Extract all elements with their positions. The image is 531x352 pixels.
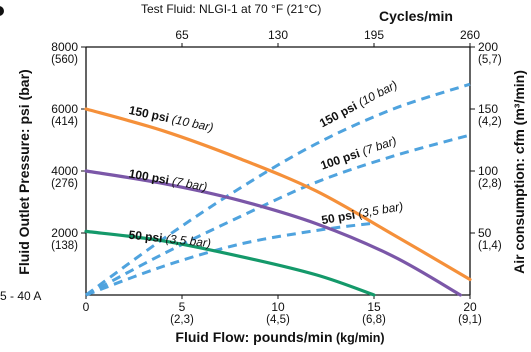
x-tick-sublabel: (6,8) [362,314,386,326]
y-left-tick-sublabel: (138) [51,240,78,252]
air-label-0-unit: (10 bar) [353,77,400,111]
air-label-2-pressure: 50 psi [320,208,356,228]
y-left-tick-sublabel: (560) [51,54,78,66]
cycles-tick-label: 195 [364,28,384,42]
pressure-label-1: 100 psi (7 bar) [128,166,209,194]
y-left-tick-label: 8000 [51,40,78,54]
cycles-tick-label: 65 [175,28,189,42]
x-axis-title-unit: (kg/min) [333,331,385,345]
air-label-1-pressure: 100 psi [319,146,362,172]
corner-label: 5 - 40 A [0,289,41,303]
pressure-label-2-unit: (3,5 bar) [162,231,212,250]
y-right-tick-sublabel: (4,2) [478,116,502,128]
pressure-label-1-pressure: 100 psi [128,166,171,187]
y-right-tick-label: 150 [478,102,498,116]
y-right-tick-sublabel: (5,7) [478,54,502,66]
bullet-dot [0,6,4,16]
pressure-label-2-pressure: 50 psi [128,228,163,245]
axis-ticks: 0 5(2,3)10(4,5)15(6,8)20(9,1)65 130 195 2602… [51,28,502,326]
y-right-tick-label: 100 [478,164,498,178]
x-tick-sublabel: (9,1) [458,314,482,326]
pressure-label-0: 150 psi (10 bar) [128,103,215,135]
cycles-tick-label: 260 [460,28,480,42]
pressure-label-2: 50 psi (3,5 bar) [128,228,212,251]
fluid-pressure-line-1 [84,169,462,297]
y-left-axis-title: Fluid Outlet Pressure: psi (bar) [16,69,32,274]
x-tick-sublabel: (2,3) [170,314,194,326]
fluid-pressure-line-2 [84,229,376,297]
air-consumption-line-0 [85,82,471,297]
x-tick-sublabel: (4,5) [266,314,290,326]
y-right-tick-sublabel: (1,4) [478,240,502,252]
pressure-label-0-unit: (10 bar) [167,111,214,134]
x-axis-title-main: Fluid Flow: pounds/min [175,329,332,345]
air-consumption-line-2 [85,221,375,297]
series-lines [84,82,472,297]
y-left-tick-label: 2000 [51,226,78,240]
y-left-tick-label: 4000 [51,164,78,178]
y-right-tick-label: 200 [478,40,498,54]
y-right-tick-sublabel: (2,8) [478,178,502,190]
top-note: Test Fluid: NLGI-1 at 70 °F (21°C) [141,2,321,16]
y-left-tick-sublabel: (276) [51,178,78,190]
x-tick-label: 5 [179,300,186,314]
y-right-tick-label: 50 [478,226,492,240]
x-tick-label: 10 [271,300,285,314]
air-label-2-unit: (3,5 bar) [354,199,404,221]
air-consumption-line-1 [85,133,471,297]
x-axis-title: Fluid Flow: pounds/min (kg/min) [175,329,384,345]
x-tick-label: 15 [367,300,381,314]
cycles-axis-title: Cycles/min [379,8,453,24]
x-tick-label: 20 [463,300,477,314]
x-tick-label: 0 [83,300,90,314]
y-right-axis-title: Air consumption: cfm (m³/min) [511,70,527,274]
y-left-tick-label: 6000 [51,102,78,116]
y-left-tick-sublabel: (414) [51,116,78,128]
pressure-label-1-unit: (7 bar) [168,173,209,194]
fluid-pressure-line-0 [84,107,472,282]
cycles-tick-label: 130 [268,28,288,42]
